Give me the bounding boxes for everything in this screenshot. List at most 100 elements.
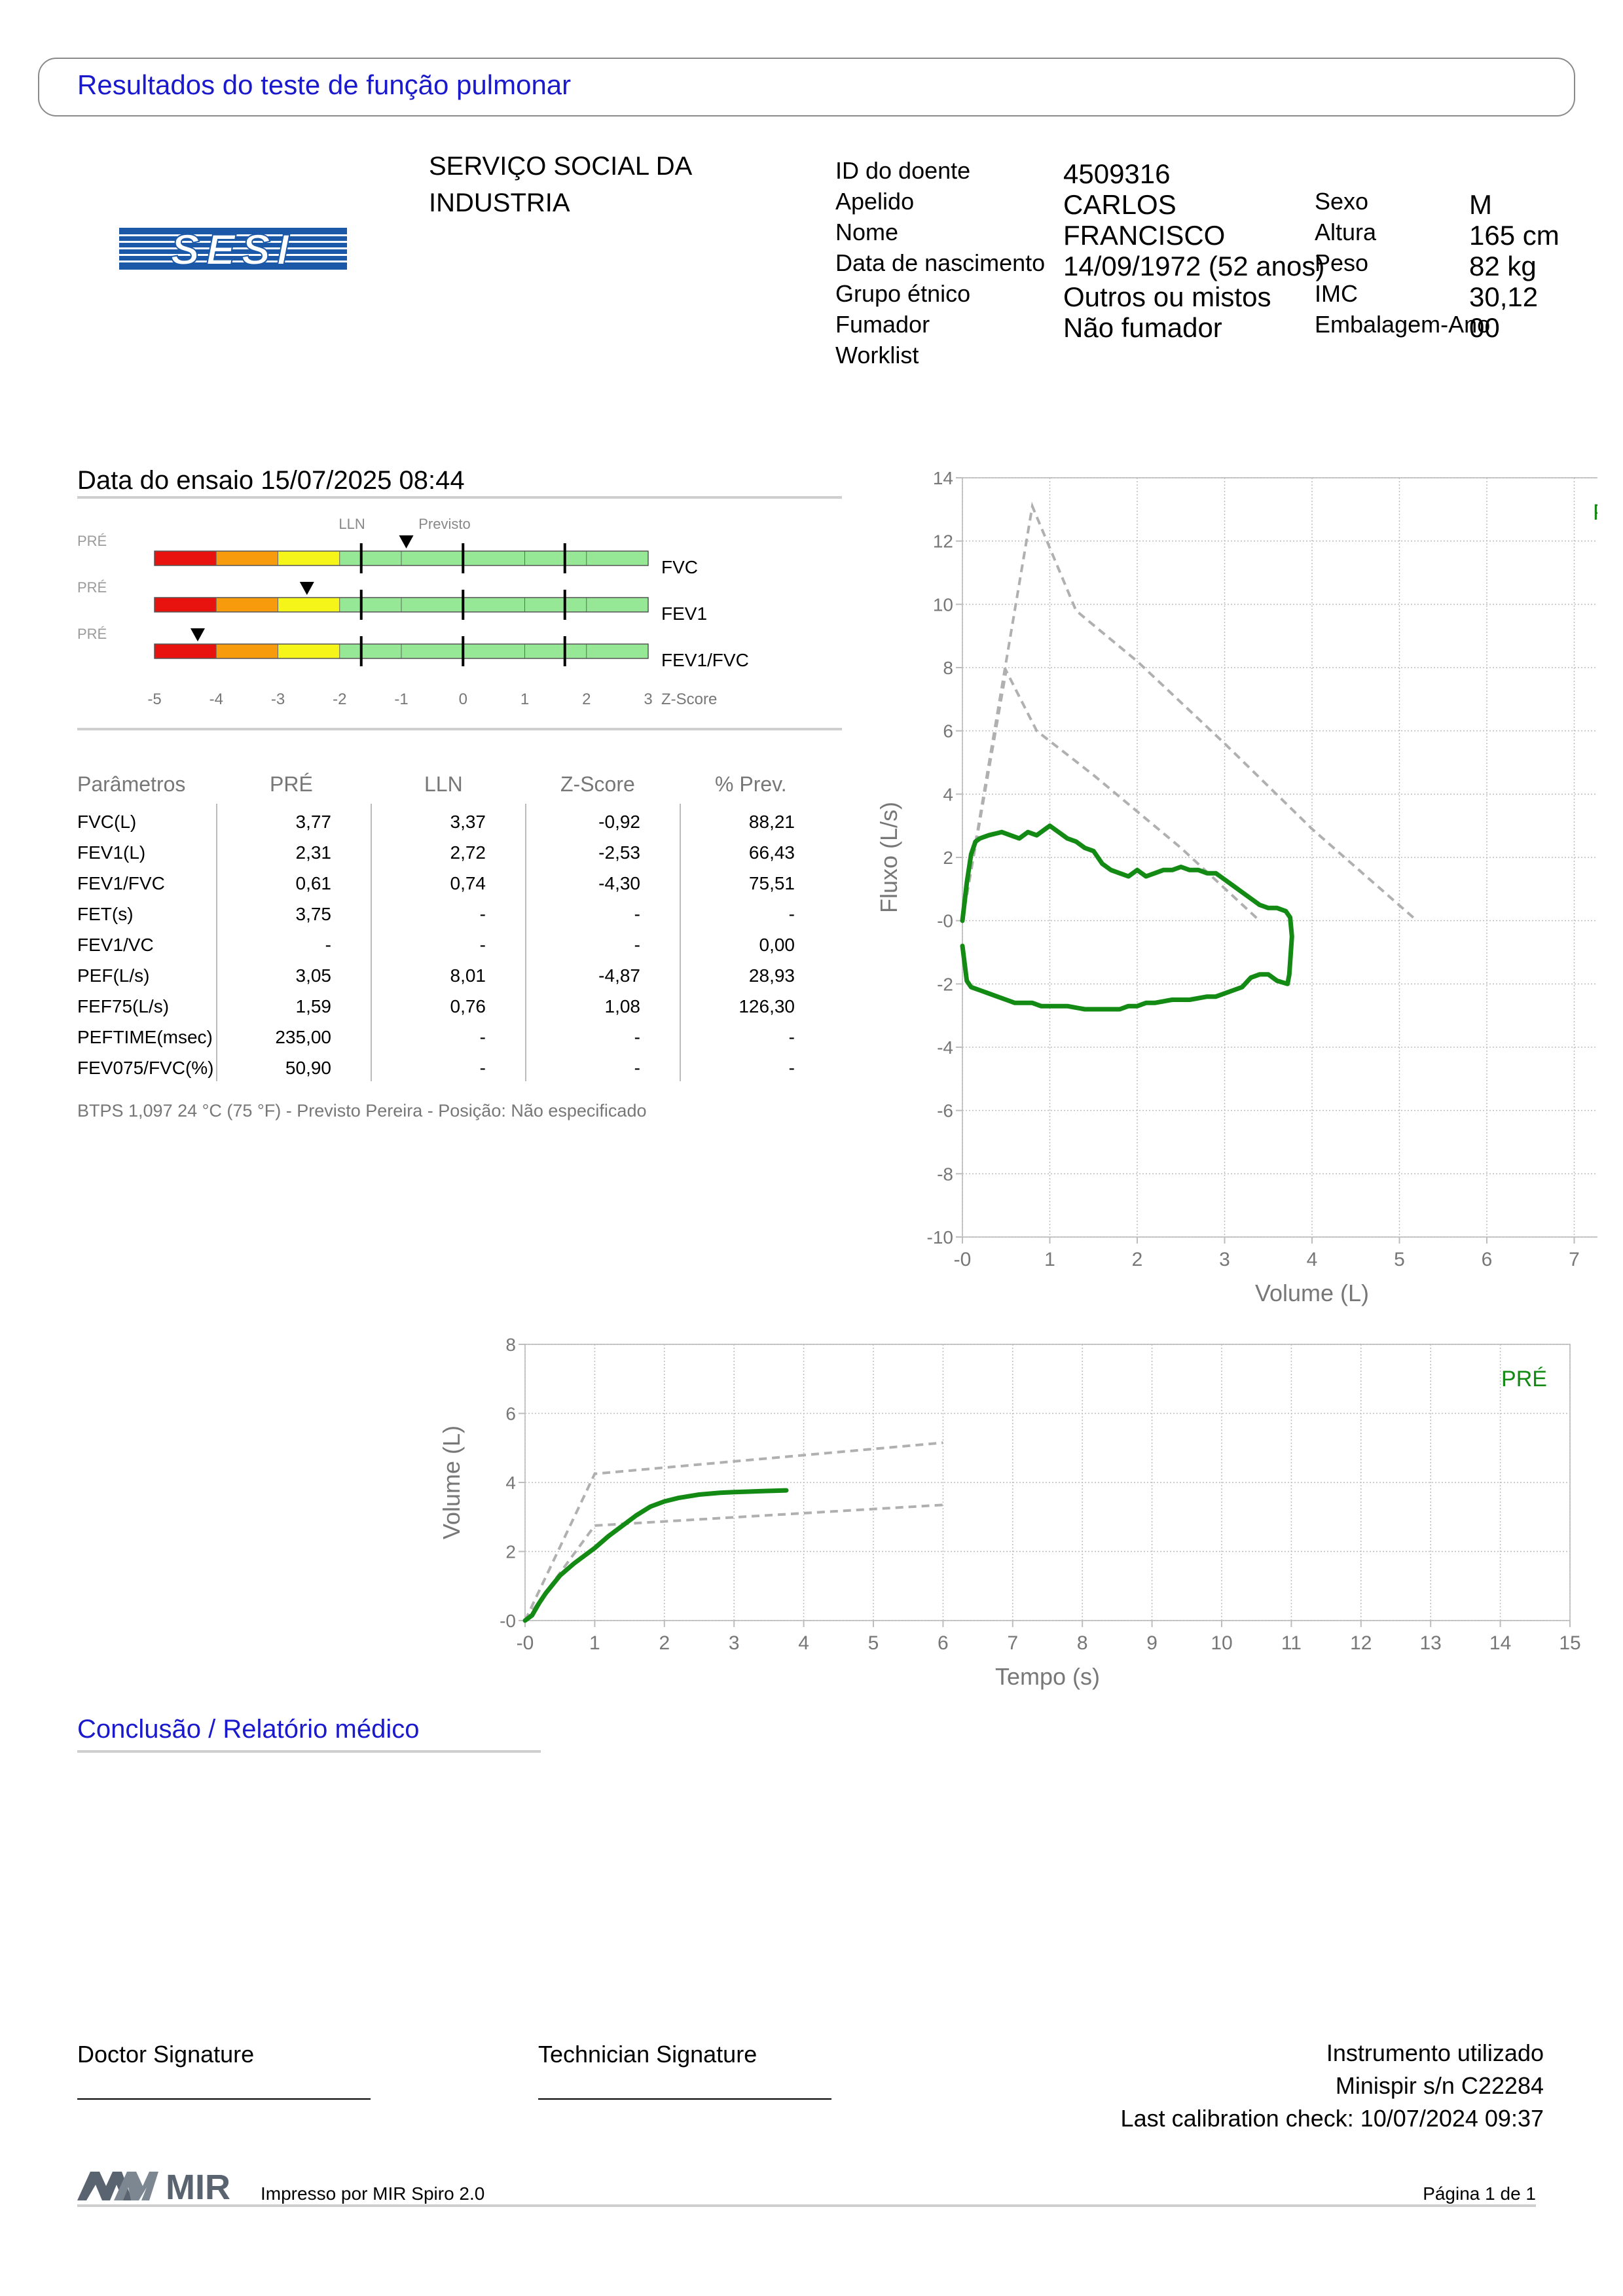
zscore-tick: -2 (333, 691, 346, 708)
table-cell: - (788, 1058, 795, 1078)
zscore-band (339, 551, 648, 565)
organization-name: SERVIÇO SOCIAL DA INDUSTRIA (429, 148, 692, 221)
x-tick-label: 7 (1007, 1632, 1018, 1654)
x-tick-label: 10 (1211, 1632, 1232, 1654)
y-tick-label: 12 (933, 531, 953, 552)
calibration-check: Last calibration check: 10/07/2024 09:37 (1120, 2105, 1544, 2132)
y-tick-label: 4 (943, 784, 953, 804)
conclusion-title: Conclusão / Relatório médico (77, 1715, 420, 1744)
table-cell: -4,30 (598, 873, 640, 893)
patient-label: Worklist (835, 342, 919, 368)
table-cell: 3,37 (450, 812, 486, 832)
x-tick-label: 3 (1219, 1249, 1230, 1270)
table-row-label: FVC(L) (77, 812, 137, 832)
table-cell: 126,30 (739, 996, 795, 1016)
patient-value: 82 kg (1469, 251, 1537, 281)
y-tick-label: -4 (937, 1037, 953, 1058)
report-title-bar: Resultados do teste de função pulmonar (38, 58, 1575, 117)
table-cell: - (325, 935, 331, 955)
table-header: % Prev. (715, 772, 787, 796)
patient-label: Altura (1315, 219, 1377, 245)
table-row-label: FEV1/FVC (77, 873, 165, 893)
table-row-label: FEF75(L/s) (77, 996, 170, 1016)
y-tick-label: -6 (937, 1101, 953, 1121)
x-tick-label: 15 (1559, 1632, 1580, 1654)
y-tick-label: -0 (500, 1611, 516, 1631)
x-tick-label: 4 (798, 1632, 809, 1654)
column-separator (216, 804, 217, 1081)
technician-signature-line (538, 2098, 831, 2100)
zscore-tick: -1 (394, 691, 408, 708)
zscore-band (155, 644, 217, 658)
zscore-band (278, 598, 340, 612)
zscore-tick: -3 (271, 691, 285, 708)
sesi-logo-text: SESI (171, 228, 295, 270)
table-cell: 88,21 (748, 812, 795, 832)
zscore-band (339, 598, 648, 612)
table-cell: - (634, 904, 640, 924)
table-row-label: PEFTIME(msec) (77, 1027, 213, 1047)
zscore-tick: -5 (147, 691, 161, 708)
predicted-curve (961, 666, 1261, 922)
zscore-chart: LLN Previsto PRÉ FVC PRÉ FEV1 PRÉ FEV1/FVC -5 -4 -… (77, 516, 749, 708)
table-cell: 8,01 (450, 965, 486, 986)
column-separator (680, 804, 681, 1081)
zscore-band (216, 551, 278, 565)
zscore-tick: 2 (582, 691, 591, 708)
y-tick-label: -2 (937, 974, 953, 994)
table-header: PRÉ (270, 772, 313, 796)
predicted-label: Previsto (418, 516, 470, 532)
instrument-label: Instrumento utilizado (1326, 2039, 1544, 2066)
y-tick-label: 4 (505, 1473, 516, 1493)
y-tick-label: 6 (943, 721, 953, 742)
legend-pre: PRÉ (1593, 500, 1597, 525)
table-cell: - (479, 935, 486, 955)
patient-label: Embalagem-Ano (1315, 311, 1491, 338)
x-tick-label: 8 (1077, 1632, 1088, 1654)
table-cell: 28,93 (748, 965, 795, 986)
x-tick-label: 5 (1394, 1249, 1405, 1270)
measured-curve (522, 1488, 789, 1623)
zscore-row-name: FVC (661, 557, 698, 577)
x-tick-label: 14 (1489, 1632, 1511, 1654)
x-tick-label: 4 (1307, 1249, 1318, 1270)
y-tick-label: 8 (943, 658, 953, 678)
zscore-band (339, 644, 648, 658)
sesi-logo: SESI (119, 228, 347, 270)
zscore-marker (299, 582, 314, 595)
table-cell: 3,75 (295, 904, 332, 924)
x-tick-label: 6 (1482, 1249, 1493, 1270)
table-header: Parâmetros (77, 772, 186, 796)
y-tick-label: -10 (927, 1227, 953, 1247)
patient-label: IMC (1315, 280, 1358, 307)
table-cell: 0,00 (759, 935, 795, 955)
instrument-serial: Minispir s/n C22284 (1335, 2072, 1544, 2099)
patient-value: M (1469, 189, 1492, 220)
table-cell: 0,61 (295, 873, 332, 893)
table-cell: 1,08 (604, 996, 641, 1016)
column-separator (371, 804, 372, 1081)
table-cell: 2,72 (450, 842, 486, 863)
patient-label: Grupo étnico (835, 280, 971, 307)
zscore-tick: 0 (459, 691, 467, 708)
table-cell: - (479, 1058, 486, 1078)
x-tick-label: 5 (868, 1632, 879, 1654)
zscore-marker (399, 535, 414, 548)
lln-label: LLN (338, 516, 365, 532)
table-cell: 0,74 (450, 873, 486, 893)
y-tick-label: 2 (505, 1542, 516, 1562)
x-axis-label: Tempo (s) (995, 1663, 1100, 1690)
table-cell: - (479, 1027, 486, 1047)
table-cell: - (634, 1058, 640, 1078)
x-tick-label: 13 (1420, 1632, 1442, 1654)
organization-name-line1: SERVIÇO SOCIAL DA (429, 152, 693, 181)
report-title: Resultados do teste de função pulmonar (77, 69, 572, 100)
table-cell: 0,76 (450, 996, 486, 1016)
y-tick-label: 14 (933, 469, 953, 488)
conclusion-underline (77, 1750, 541, 1753)
table-cell: 3,77 (295, 812, 332, 832)
zscore-bar-outline (154, 550, 649, 566)
zscore-marker (190, 628, 205, 641)
zscore-tick: 3 (644, 691, 652, 708)
table-cell: - (634, 1027, 640, 1047)
